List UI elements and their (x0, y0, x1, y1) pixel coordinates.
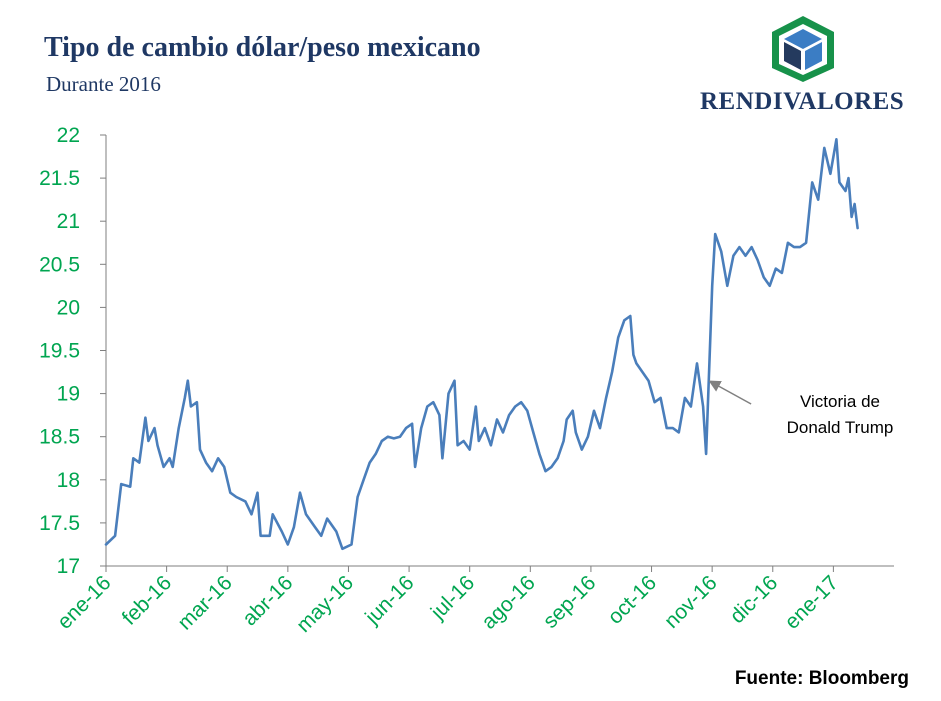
y-tick-label: 20 (57, 296, 80, 319)
annotation-label: Donald Trump (787, 418, 894, 437)
source-note: Fuente: Bloomberg (734, 668, 909, 689)
cube-logo-icon (772, 16, 834, 82)
x-tick-label: abr-16 (238, 571, 297, 630)
logo-cube-right (805, 42, 822, 70)
chart-title: Tipo de cambio dólar/peso mexicano (44, 32, 481, 63)
x-tick-label: jul-16 (426, 571, 479, 624)
x-tick-label: may-16 (292, 571, 358, 637)
y-tick-label: 19 (57, 383, 80, 406)
y-tick-label: 18.5 (39, 426, 80, 449)
x-tick-label: ene-16 (53, 571, 116, 634)
x-tick-label: nov-16 (660, 571, 722, 633)
annotation-layer: Victoria de Donald Trump (708, 380, 894, 437)
y-tick-label: 22 (57, 124, 80, 147)
y-tick-label: 18 (57, 469, 80, 492)
x-tick-label: sep-16 (539, 571, 601, 633)
y-tick-label: 21 (57, 210, 80, 233)
x-tick-label: jun-16 (360, 571, 418, 629)
y-tick-label: 17.5 (39, 512, 80, 535)
brand-name: RENDIVALORES (700, 88, 905, 115)
y-tick-label: 19.5 (39, 340, 80, 363)
x-tick-label: ene-17 (780, 571, 843, 634)
logo-cube-top (784, 29, 822, 49)
y-axis: 17 17.5 18 18.5 19 19.5 20 20.5 21 21.5 22 (39, 124, 107, 578)
annotation-arrow (708, 380, 752, 405)
logo-cube-left (784, 42, 801, 70)
annotation-label: Victoria de (800, 392, 880, 411)
series-line (104, 138, 859, 551)
x-tick-label: oct-16 (604, 571, 662, 629)
chart-subtitle: Durante 2016 (46, 72, 161, 96)
y-tick-label: 20.5 (39, 253, 80, 276)
x-tick-label: mar-16 (173, 571, 236, 634)
x-tick-label: dic-16 (726, 571, 783, 628)
y-tick-label: 17 (57, 555, 80, 578)
x-tick-label: ago-16 (477, 571, 540, 634)
series-layer (104, 138, 859, 551)
y-tick-label: 21.5 (39, 167, 80, 190)
x-tick-label: feb-16 (118, 571, 176, 629)
